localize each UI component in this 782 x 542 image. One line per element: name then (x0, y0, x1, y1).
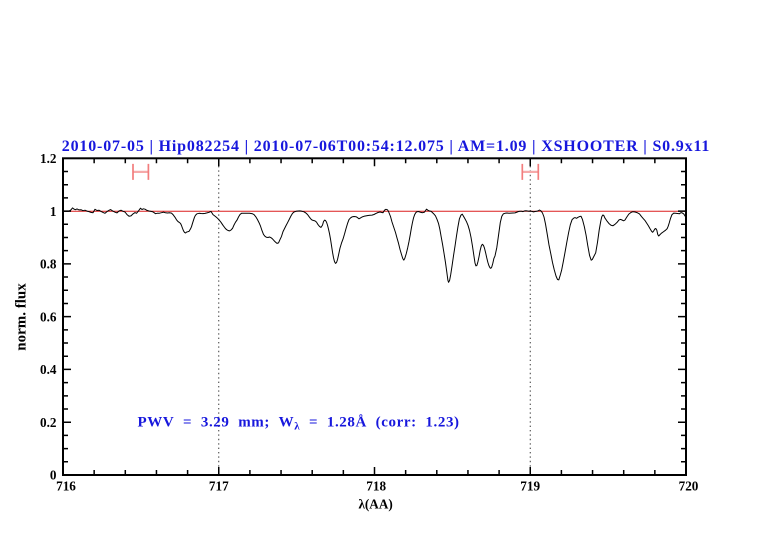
svg-text:0.2: 0.2 (40, 415, 57, 430)
svg-text:0.4: 0.4 (40, 362, 57, 377)
svg-text:norm. flux: norm. flux (13, 283, 29, 351)
svg-text:λ(AA): λ(AA) (358, 496, 392, 511)
svg-text:1: 1 (50, 204, 57, 219)
svg-text:0.8: 0.8 (40, 257, 57, 272)
svg-text:716: 716 (56, 478, 76, 493)
svg-text:0: 0 (50, 468, 57, 483)
svg-text:2010-07-05 | Hip082254 | 2010-: 2010-07-05 | Hip082254 | 2010-07-06T00:5… (62, 138, 710, 155)
svg-text:720: 720 (679, 478, 699, 493)
svg-text:717: 717 (209, 478, 229, 493)
svg-text:0.6: 0.6 (40, 309, 57, 324)
svg-text:719: 719 (520, 478, 540, 493)
svg-text:1.2: 1.2 (40, 151, 57, 166)
svg-text:PWV = 3.29 mm; Wλ = 1.28: PWV = 3.29 mm; Wλ = 1.28Å (corr: 1.23) (138, 414, 460, 432)
svg-text:718: 718 (366, 478, 386, 493)
